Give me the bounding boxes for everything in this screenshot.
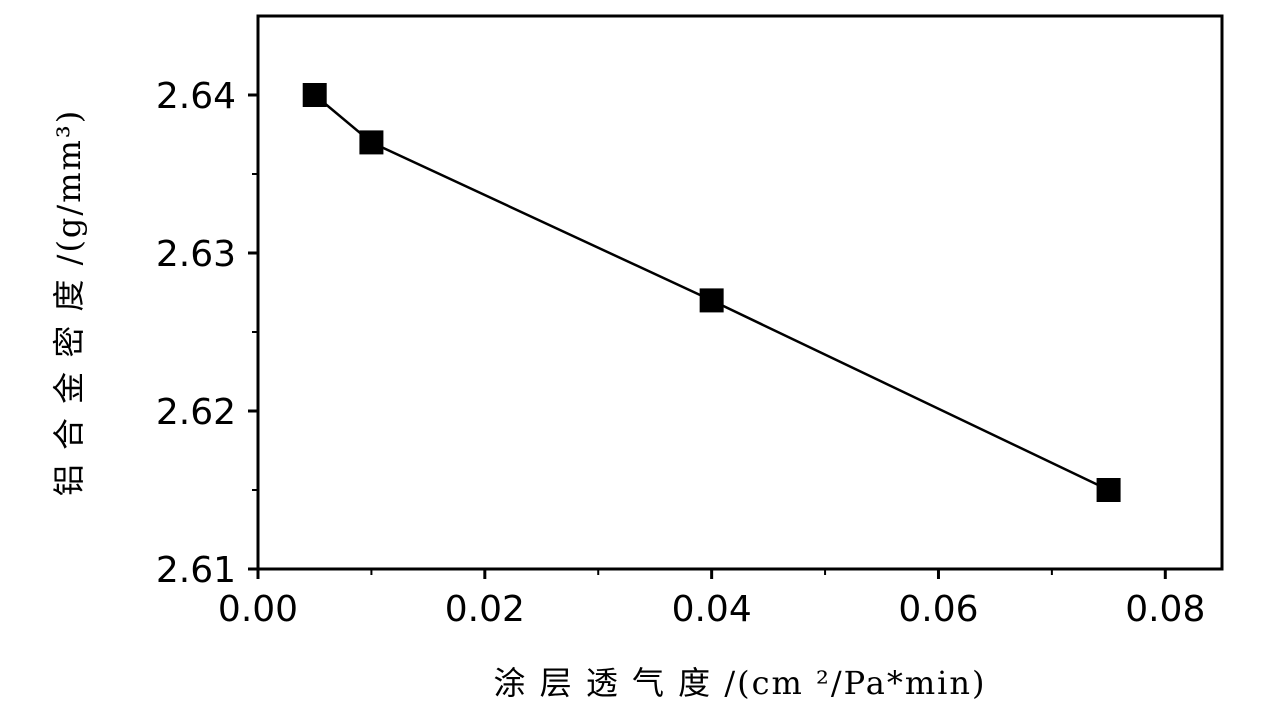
series-group bbox=[302, 83, 1121, 502]
data-point-marker bbox=[1096, 478, 1121, 502]
x-axis-title: 涂 层 透 气 度 /(cm ²/Pa*min) bbox=[493, 664, 986, 702]
data-point-marker bbox=[302, 83, 327, 107]
axis-tick-labels: 0.00 0.02 0.04 0.06 0.08 2.61 2.62 2.63 2.64 bbox=[156, 76, 1206, 630]
x-tick-label: 0.06 bbox=[898, 589, 978, 630]
x-tick-label: 0.04 bbox=[672, 589, 752, 630]
x-tick-label: 0.02 bbox=[445, 589, 525, 630]
axis-ticks bbox=[248, 93, 1167, 579]
series-line bbox=[313, 94, 1110, 492]
data-point-marker bbox=[699, 288, 724, 313]
data-point-marker bbox=[359, 130, 384, 155]
y-axis-title: 铝 合 金 密 度 /(g/mm³) bbox=[50, 109, 88, 496]
y-tick-label: 2.62 bbox=[156, 392, 236, 433]
plot-area-frame bbox=[256, 14, 1224, 571]
x-tick-label: 0.00 bbox=[218, 589, 298, 630]
y-tick-label: 2.64 bbox=[156, 76, 236, 117]
x-tick-label: 0.08 bbox=[1125, 589, 1205, 630]
y-tick-label: 2.61 bbox=[156, 550, 236, 591]
y-tick-label: 2.63 bbox=[156, 234, 236, 275]
